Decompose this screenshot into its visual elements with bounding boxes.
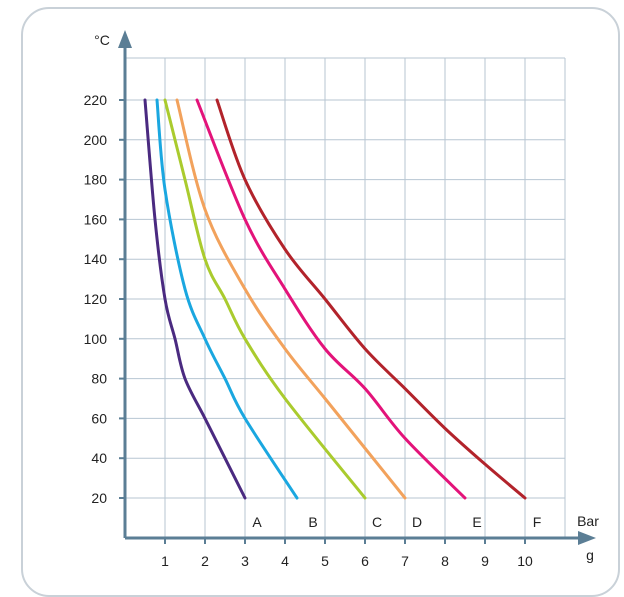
y-tick-label: 200 (84, 132, 108, 148)
x-axis-unit-label: Bar (577, 513, 599, 529)
y-tick-label: 80 (91, 371, 107, 387)
series-line-d (175, 98, 407, 500)
x-axis-unit-label: g (586, 547, 594, 563)
x-tick-label: 7 (401, 553, 409, 569)
x-tick-label: 6 (361, 553, 369, 569)
y-tick-label: 40 (91, 450, 107, 466)
y-tick-label: 20 (91, 490, 107, 506)
series-line-f (215, 98, 527, 500)
series-line-e (195, 98, 467, 500)
y-tick-label: 140 (84, 251, 108, 267)
x-tick-label: 8 (441, 553, 449, 569)
series-label-f: F (533, 514, 542, 530)
x-axis-arrow (578, 531, 596, 545)
x-tick-label: 2 (201, 553, 209, 569)
series-label-d: D (412, 514, 422, 530)
y-tick-label: 60 (91, 410, 107, 426)
y-axis-unit-label: °C (94, 32, 110, 48)
series-label-b: B (308, 514, 317, 530)
x-tick-label: 4 (281, 553, 289, 569)
series-label-c: C (372, 514, 382, 530)
x-tick-label: 9 (481, 553, 489, 569)
x-tick-label: 10 (517, 553, 533, 569)
y-tick-label: 180 (84, 172, 108, 188)
series-label-a: A (252, 514, 262, 530)
y-tick-label: 220 (84, 92, 108, 108)
series-line-a (143, 98, 247, 500)
y-tick-label: 120 (84, 291, 108, 307)
series-label-e: E (472, 514, 481, 530)
x-tick-label: 3 (241, 553, 249, 569)
series-line-b (155, 98, 299, 500)
y-tick-label: 100 (84, 331, 108, 347)
y-axis-arrow (118, 30, 132, 48)
x-tick-label: 1 (161, 553, 169, 569)
series-line-c (163, 98, 367, 500)
y-tick-label: 160 (84, 211, 108, 227)
chart-canvas: 20 40 60 80 100 120 140 160 180 200 220 1 2 3 4 5 6 7 8 9 10… (84, 30, 599, 569)
x-tick-label: 5 (321, 553, 329, 569)
